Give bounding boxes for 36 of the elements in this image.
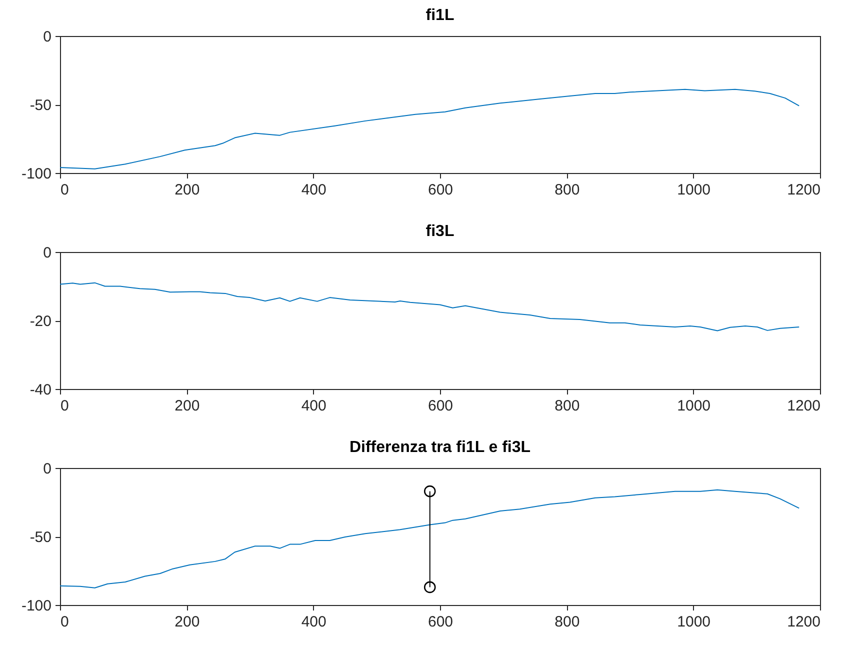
x-tick-label: 400 (301, 398, 326, 414)
x-tick-label: 800 (554, 398, 580, 414)
y-tick-label: 0 (43, 244, 52, 262)
x-tick-label: 1000 (677, 398, 711, 414)
line-series (60, 282, 800, 332)
x-tick-label: 1000 (677, 182, 711, 198)
x-tick-label: 800 (554, 182, 580, 198)
x-tick-label: 400 (301, 614, 326, 630)
x-tick-label: 1200 (787, 182, 820, 198)
x-tick-label: 200 (174, 614, 200, 630)
y-tick-label: -20 (30, 313, 52, 330)
y-tick-label: 0 (43, 460, 52, 478)
y-tick-label: -50 (30, 529, 52, 546)
y-tick-label: -40 (30, 382, 52, 398)
x-tick-label: 600 (428, 614, 454, 630)
x-tick-label: 0 (60, 398, 69, 414)
chart-title: fi3L (426, 223, 454, 240)
y-tick-label: -100 (21, 598, 52, 614)
x-tick-label: 0 (60, 614, 69, 630)
x-tick-label: 200 (174, 398, 200, 414)
y-tick-label: 0 (43, 28, 52, 46)
x-tick-label: 400 (301, 182, 326, 198)
y-tick-label: -100 (21, 166, 52, 182)
x-tick-label: 200 (174, 182, 200, 198)
x-tick-label: 1200 (787, 398, 820, 414)
chart-title: fi1L (426, 7, 454, 24)
x-tick-label: 0 (60, 182, 69, 198)
x-tick-label: 1200 (787, 614, 820, 630)
x-tick-label: 600 (428, 182, 454, 198)
line-series (60, 88, 800, 170)
x-tick-label: 600 (428, 398, 454, 414)
line-series (60, 489, 800, 588)
x-tick-label: 1000 (677, 614, 711, 630)
y-tick-label: -50 (30, 97, 52, 114)
x-tick-label: 800 (554, 614, 580, 630)
chart-title: Differenza tra fi1L e fi3L (349, 439, 531, 456)
